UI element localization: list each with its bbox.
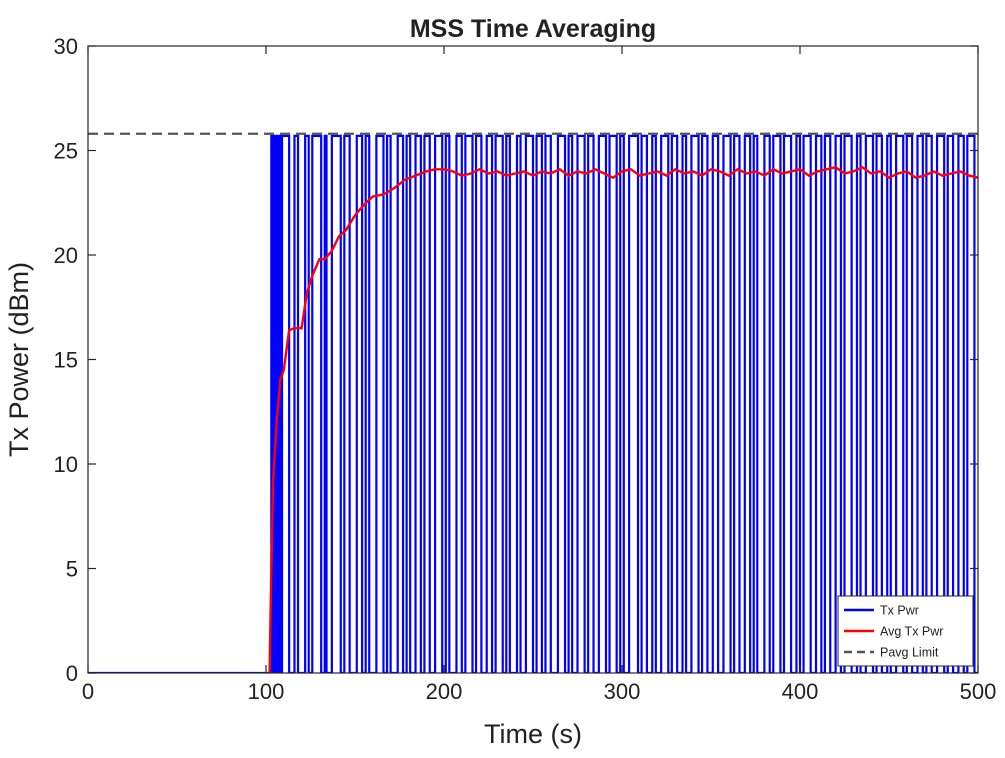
x-tick-label: 0 — [82, 679, 94, 704]
x-tick-label: 400 — [782, 679, 819, 704]
x-tick-label: 200 — [426, 679, 463, 704]
x-tick-label: 500 — [960, 679, 997, 704]
series-line-tx-pwr — [88, 134, 978, 673]
y-tick-label: 0 — [66, 661, 78, 686]
y-tick-label: 30 — [54, 34, 78, 59]
legend: Tx Pwr Avg Tx Pwr Pavg Limit — [837, 595, 974, 667]
legend-label-tx-pwr: Tx Pwr — [880, 604, 919, 618]
x-tick-label: 100 — [248, 679, 285, 704]
y-tick-label: 20 — [54, 243, 78, 268]
legend-label-pavg-limit: Pavg Limit — [880, 646, 939, 660]
chart-title: MSS Time Averaging — [410, 15, 656, 43]
y-tick-label: 25 — [54, 139, 78, 164]
series-line-avg-tx-pwr — [268, 165, 978, 673]
x-axis-label: Time (s) — [484, 719, 582, 749]
y-tick-label: 15 — [54, 348, 78, 373]
y-tick-label: 5 — [66, 557, 78, 582]
plot-area — [88, 132, 978, 673]
x-tick-label: 300 — [604, 679, 641, 704]
legend-label-avg-tx-pwr: Avg Tx Pwr — [880, 625, 943, 639]
y-tick-label: 10 — [54, 452, 78, 477]
axes: 0 100 200 300 400 500 0 5 10 15 20 25 30 — [54, 34, 997, 704]
y-axis-label: Tx Power (dBm) — [4, 262, 34, 457]
